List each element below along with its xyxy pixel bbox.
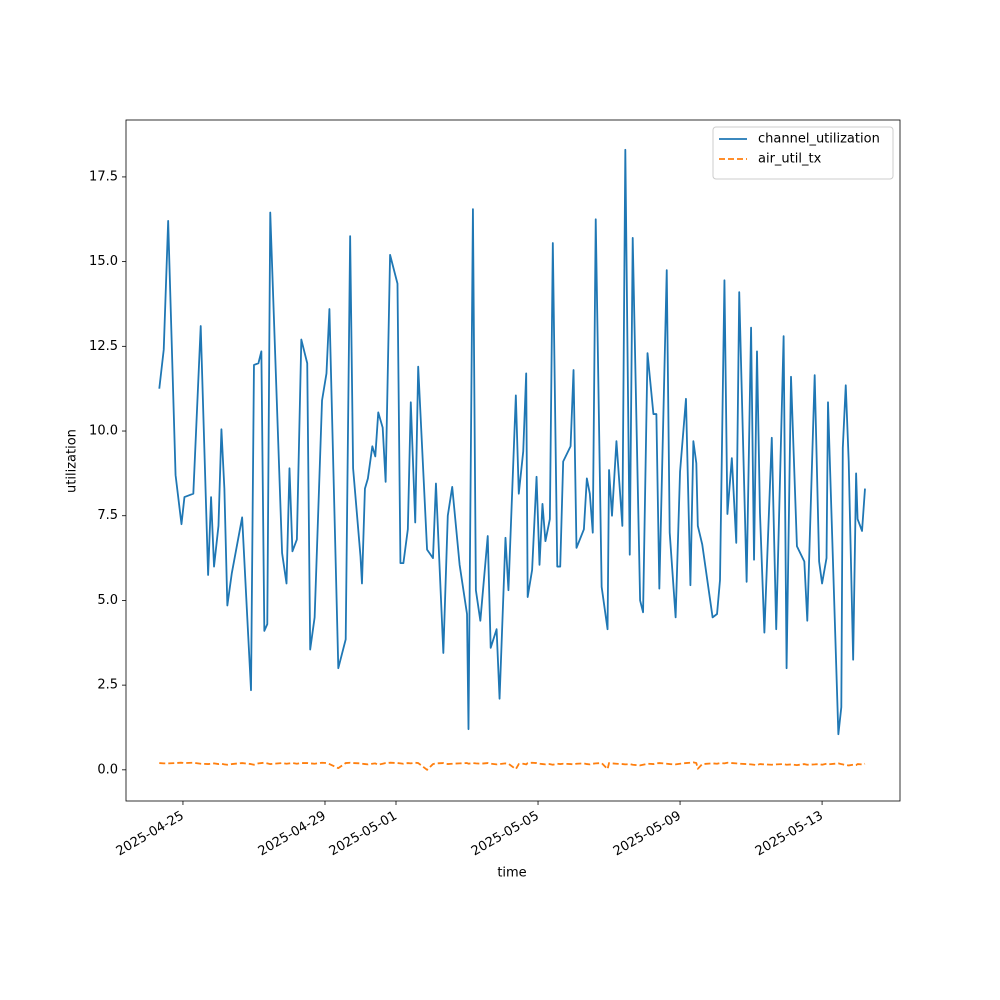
- x-axis-label: time: [497, 866, 526, 881]
- legend-label: air_util_tx: [758, 152, 822, 167]
- y-tick-label: 15.0: [89, 254, 118, 269]
- y-tick-label: 10.0: [89, 424, 118, 439]
- y-tick-label: 5.0: [97, 593, 118, 608]
- legend-box: [712, 126, 894, 180]
- plot-frame: [125, 119, 901, 802]
- y-tick-label: 12.5: [89, 339, 118, 354]
- y-tick-label: 7.5: [97, 508, 118, 523]
- y-tick-label: 17.5: [89, 169, 118, 184]
- legend-label: channel_utilization: [758, 132, 880, 147]
- y-axis-label: utilization: [65, 429, 80, 493]
- y-tick-label: 0.0: [97, 762, 118, 777]
- data-line: [158, 148, 866, 736]
- legend: channel_utilization air_util_tx: [712, 126, 894, 180]
- data-line: [159, 761, 866, 771]
- y-tick-label: 2.5: [97, 678, 118, 693]
